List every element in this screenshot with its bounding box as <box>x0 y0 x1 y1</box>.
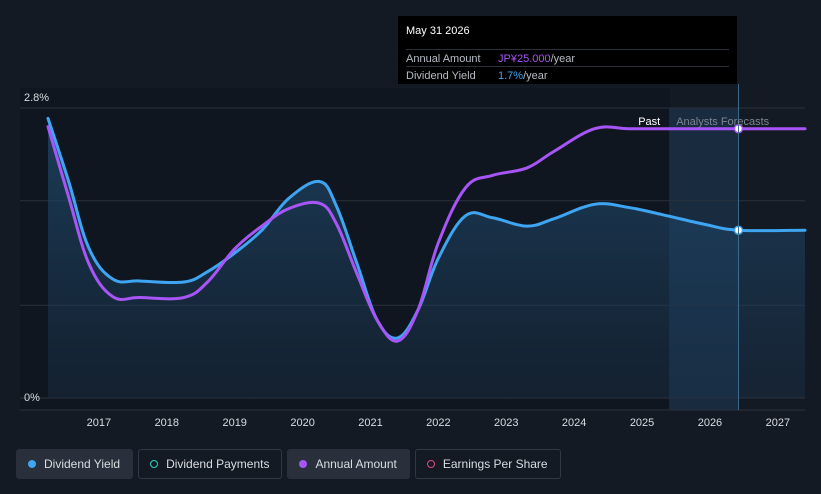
legend-label: Earnings Per Share <box>442 457 548 471</box>
tooltip-label: Annual Amount <box>406 53 481 65</box>
x-tick-label: 2026 <box>698 417 722 429</box>
x-tick-label: 2025 <box>630 417 654 429</box>
tooltip-row-annual-amount: Annual Amount JP¥25.000/year <box>406 49 729 66</box>
forecast-label: Analysts Forecasts <box>676 116 769 128</box>
x-tick-label: 2023 <box>494 417 518 429</box>
tooltip-value: 1.7%/year <box>498 70 548 82</box>
x-tick-label: 2027 <box>766 417 790 429</box>
chart-legend: Dividend Yield Dividend Payments Annual … <box>16 449 561 479</box>
dividend-yield-area <box>48 118 805 398</box>
y-tick-label: 2.8% <box>24 92 49 104</box>
tooltip-date: May 31 2026 <box>406 25 470 37</box>
legend-label: Annual Amount <box>315 457 397 471</box>
hover-tooltip: May 31 2026 Annual Amount JP¥25.000/year… <box>398 16 737 84</box>
legend-label: Dividend Yield <box>44 457 121 471</box>
x-tick-label: 2018 <box>155 417 179 429</box>
legend-dividend-yield[interactable]: Dividend Yield <box>16 449 134 479</box>
tooltip-value: JP¥25.000/year <box>498 53 576 65</box>
past-label: Past <box>638 116 660 128</box>
tooltip-label: Dividend Yield <box>406 70 476 82</box>
y-tick-label: 0% <box>24 392 40 404</box>
legend-dot-icon <box>28 460 36 468</box>
annual-amount-line <box>46 125 807 343</box>
tooltip-row-dividend-yield: Dividend Yield 1.7%/year <box>406 66 729 83</box>
x-tick-label: 2021 <box>358 417 382 429</box>
legend-label: Dividend Payments <box>166 457 270 471</box>
x-tick-label: 2020 <box>290 417 314 429</box>
x-tick-label: 2017 <box>87 417 111 429</box>
legend-ring-icon <box>426 460 435 468</box>
legend-ring-icon <box>150 460 159 468</box>
legend-dot-icon <box>299 460 308 468</box>
legend-annual-amount[interactable]: Annual Amount <box>287 449 410 479</box>
x-tick-label: 2022 <box>426 417 450 429</box>
x-tick-label: 2019 <box>222 417 246 429</box>
x-tick-label: 2024 <box>562 417 586 429</box>
legend-earnings-per-share[interactable]: Earnings Per Share <box>414 449 561 479</box>
legend-dividend-payments[interactable]: Dividend Payments <box>138 449 283 479</box>
